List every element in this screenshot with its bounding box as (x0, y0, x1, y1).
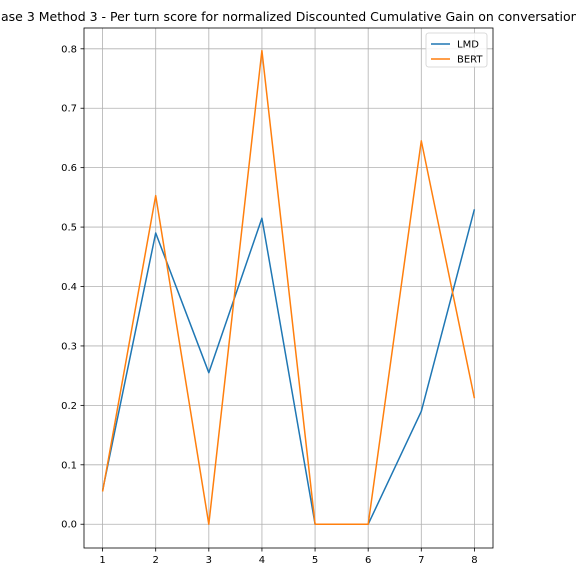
y-tick-label: 0.6 (61, 163, 77, 174)
y-tick-label: 0.5 (61, 223, 77, 234)
legend: LMD BERT (425, 32, 488, 68)
chart-title: Phase 3 Method 3 - Per turn score for no… (0, 9, 576, 24)
series-line-lmd (101, 209, 476, 525)
x-tick-label: 8 (471, 555, 477, 566)
legend-label-bert: BERT (457, 55, 483, 66)
y-tick-label: 0.4 (61, 282, 77, 293)
x-tick-label: 2 (153, 555, 159, 566)
y-tick-label: 0.1 (61, 460, 77, 471)
x-tick-label: 7 (418, 555, 424, 566)
axis-ticks: 1 2 3 4 5 6 7 8 0.0 0.1 0.2 0.3 0.4 0.5 0.6 0.7 0.8 (61, 44, 478, 566)
series-line-bert (101, 49, 476, 525)
y-tick-label: 0.8 (61, 44, 77, 55)
x-tick-label: 1 (99, 555, 105, 566)
series-lines (101, 49, 476, 525)
legend-label-lmd: LMD (457, 40, 479, 51)
y-tick-label: 0.0 (61, 520, 77, 531)
y-tick-label: 0.7 (61, 104, 77, 115)
x-tick-label: 4 (259, 555, 265, 566)
x-tick-label: 3 (206, 555, 212, 566)
y-tick-label: 0.3 (61, 341, 77, 352)
x-tick-label: 6 (365, 555, 371, 566)
x-tick-label: 5 (312, 555, 318, 566)
y-tick-label: 0.2 (61, 401, 77, 412)
plot-frame (83, 27, 494, 549)
